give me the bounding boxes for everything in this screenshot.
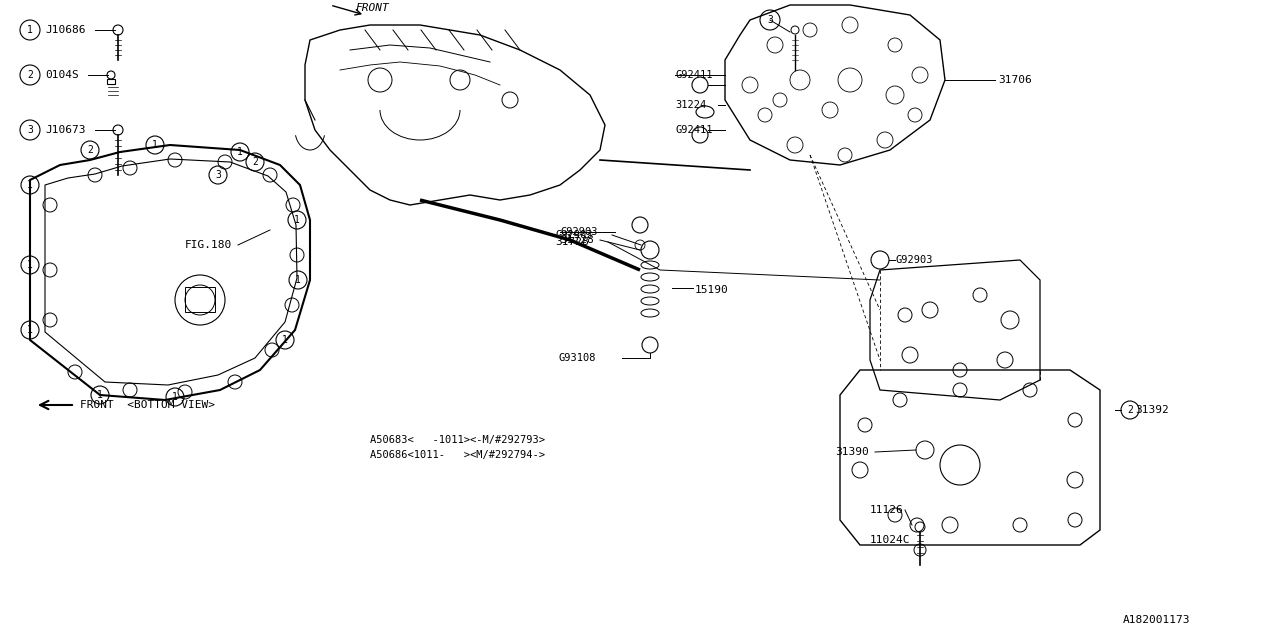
Text: 1: 1 [172,392,178,402]
Bar [186,287,215,312]
Text: G92903: G92903 [556,230,593,240]
Text: 3: 3 [27,125,33,135]
Text: 2: 2 [252,157,259,167]
Text: 1: 1 [27,260,33,270]
Text: 31224: 31224 [675,100,707,110]
Text: G92903: G92903 [895,255,933,265]
Text: 31390: 31390 [835,447,869,457]
Text: 2: 2 [27,70,33,80]
Text: 2: 2 [87,145,93,155]
Text: 2: 2 [1128,405,1133,415]
Text: 1: 1 [296,275,301,285]
Text: A182001173: A182001173 [1123,615,1190,625]
Text: 1: 1 [294,215,300,225]
Text: 1: 1 [27,180,33,190]
Text: J10686: J10686 [45,25,86,35]
Text: 31728: 31728 [556,237,589,247]
Text: A50683<   -1011><-M/#292793>: A50683< -1011><-M/#292793> [370,435,545,445]
Text: 3: 3 [767,15,773,25]
Text: G92411: G92411 [675,70,713,80]
Text: 1: 1 [282,335,288,345]
Text: 15190: 15190 [695,285,728,295]
Text: 11024C: 11024C [870,535,910,545]
Text: FIG.180: FIG.180 [186,240,232,250]
Text: G93108: G93108 [558,353,595,363]
Text: 1: 1 [152,140,157,150]
Text: G92903: G92903 [561,227,598,237]
Text: 31728: 31728 [561,235,594,245]
Text: FRONT: FRONT [355,3,389,13]
Text: 3: 3 [215,170,221,180]
Text: FRONT  <BOTTOM VIEW>: FRONT <BOTTOM VIEW> [81,400,215,410]
Text: G92411: G92411 [675,125,713,135]
Bar [108,79,115,84]
Text: A50686<1011-   ><M/#292794->: A50686<1011- ><M/#292794-> [370,450,545,460]
Text: 1: 1 [27,325,33,335]
Text: 31392: 31392 [1135,405,1169,415]
Text: 0104S: 0104S [45,70,79,80]
Text: 11126: 11126 [870,505,904,515]
Text: 1: 1 [97,390,102,400]
Text: J10673: J10673 [45,125,86,135]
Text: 31706: 31706 [998,75,1032,85]
Text: 1: 1 [27,25,33,35]
Text: 1: 1 [237,147,243,157]
